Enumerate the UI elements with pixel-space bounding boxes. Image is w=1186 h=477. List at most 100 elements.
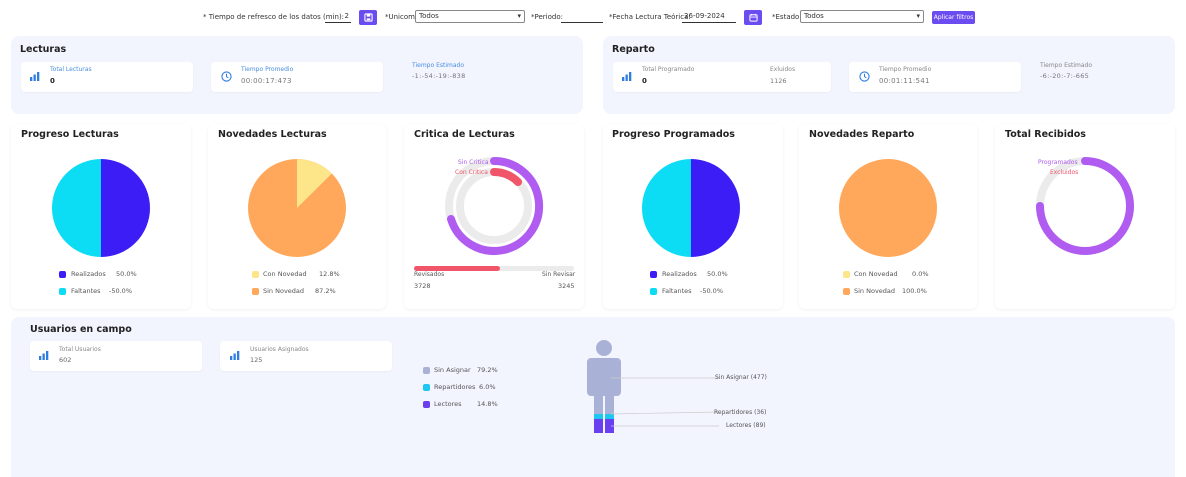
legend-swatch-sin-novedad (843, 288, 850, 295)
total-usuarios-label: Total Usuarios (59, 346, 101, 353)
usuarios-panel: Usuarios en campo Total Usuarios 602 Usu… (11, 317, 1175, 477)
fecha-input[interactable]: 26-09-2024 (682, 11, 736, 23)
revisados-label: Revisados (414, 271, 445, 278)
callout-lines (610, 377, 720, 427)
sin-critica-arc (447, 157, 544, 255)
programados-arc (1036, 157, 1134, 255)
bar-chart-icon (39, 351, 49, 360)
repartidores-callout: Repartidores (36) (714, 409, 767, 416)
excluidos-label: Excluidos (1050, 169, 1079, 176)
pie-slice-con-novedad (297, 159, 332, 208)
legend-label: Sin Novedad (263, 287, 305, 295)
legend-value: 50.0% (707, 270, 728, 278)
usuarios-asignados-value: 125 (250, 356, 263, 364)
calendar-icon (748, 13, 758, 22)
legend-label: Repartidores (434, 383, 476, 391)
total-lecturas-value: 0 (50, 77, 55, 85)
tiempo-promedio-label: Tiempo Promedio (241, 66, 294, 73)
total-recibidos-radial-chart (1036, 157, 1134, 255)
estado-select[interactable]: Todos ▾ (800, 10, 924, 23)
tiempo-estimado-value: -1:-54:-19:-838 (412, 72, 466, 80)
legend-value: 0.0% (912, 270, 929, 278)
critica-radial-chart (445, 157, 544, 255)
bar-chart-icon (30, 72, 40, 81)
legend-label: Lectores (434, 400, 462, 408)
legend-value: 50.0% (116, 270, 137, 278)
progreso-programados-title: Progreso Programados (612, 129, 735, 140)
novedades-lecturas-pie (248, 159, 346, 257)
periodo-label: *Periodo: (531, 13, 563, 21)
pie-slice-realizados (101, 159, 150, 257)
novedades-lecturas-title: Novedades Lecturas (218, 129, 327, 140)
excluidos-value: 1126 (770, 77, 787, 85)
legend-swatch-sin-asignar (423, 367, 430, 374)
refresh-input[interactable]: 2 (325, 11, 351, 23)
total-usuarios-value: 602 (59, 356, 72, 364)
tiempo-promedio-value: 00:00:17:473 (241, 77, 292, 85)
chevron-down-icon: ▾ (916, 12, 920, 20)
reparto-tiempo-promedio-value: 00:01:11:541 (879, 77, 930, 85)
reparto-tiempo-estimado-label: Tiempo Estimado (1040, 62, 1093, 69)
progreso-programados-card: Progreso Programados Realizados 50.0% Fa… (603, 124, 783, 309)
fecha-label: *Fecha Lectura Teórica: (609, 13, 691, 21)
chevron-down-icon: ▾ (517, 12, 521, 20)
legend-value: 12.8% (319, 270, 340, 278)
legend-value: 14.8% (477, 400, 498, 408)
novedades-reparto-pie (839, 159, 937, 257)
legend-swatch-con-novedad (252, 271, 259, 278)
legend-label: Con Novedad (854, 270, 898, 278)
periodo-input[interactable] (561, 11, 603, 23)
tiempo-promedio-card: Tiempo Promedio 00:00:17:473 (211, 62, 383, 92)
apply-filters-button[interactable]: Aplicar filtros (932, 11, 975, 24)
sin-revisar-value: 3245 (558, 282, 575, 290)
revisados-progress-track (414, 266, 574, 271)
legend-label: Faltantes (71, 287, 101, 295)
unicom-select[interactable]: Todos ▾ (415, 10, 525, 23)
reparto-tiempo-promedio-label: Tiempo Promedio (879, 66, 932, 73)
save-icon (363, 13, 373, 22)
legend-value: 87.2% (315, 287, 336, 295)
refresh-label: * Tiempo de refresco de los datos (min): (203, 13, 345, 21)
pie-slice-faltantes (52, 159, 101, 257)
total-lecturas-card: Total Lecturas 0 (21, 62, 193, 92)
progreso-lecturas-card: Progreso Lecturas Realizados 50.0% Falta… (11, 124, 191, 309)
critica-lecturas-card: Critica de Lecturas Sin Critica Con Crit… (404, 124, 584, 309)
novedades-reparto-card: Novedades Reparto Con Novedad 0.0% Sin N… (799, 124, 977, 309)
legend-value: 100.0% (902, 287, 927, 295)
legend-value: -50.0% (109, 287, 132, 295)
bar-chart-icon (230, 351, 240, 360)
legend-swatch-realizados (59, 271, 66, 278)
bar-chart-icon (622, 72, 632, 81)
lecturas-panel: Lecturas Total Lecturas 0 Tiempo Promedi… (11, 36, 583, 114)
total-programado-label: Total Programado (642, 66, 695, 73)
legend-swatch-repartidores (423, 384, 430, 391)
sin-critica-label: Sin Critica (458, 159, 489, 166)
lectores-callout: Lectores (89) (726, 422, 766, 429)
clock-icon (221, 71, 232, 82)
progreso-programados-pie (642, 159, 740, 257)
sin-asignar-callout: Sin Asignar (477) (715, 374, 767, 381)
total-recibidos-card: Total Recibidos Programados Excluidos (995, 124, 1175, 309)
progreso-lecturas-pie (52, 159, 150, 257)
total-programado-value: 0 (642, 77, 647, 85)
total-lecturas-label: Total Lecturas (50, 66, 92, 73)
legend-label: Realizados (71, 270, 106, 278)
reparto-panel: Reparto Total Programado 0 Exluidos 1126… (603, 36, 1175, 114)
novedades-lecturas-card: Novedades Lecturas Con Novedad 12.8% Sin… (208, 124, 386, 309)
clock-icon (859, 71, 870, 82)
revisados-value: 3728 (414, 282, 431, 290)
reparto-title: Reparto (612, 44, 655, 55)
novedades-reparto-title: Novedades Reparto (809, 129, 915, 140)
legend-value: -50.0% (700, 287, 723, 295)
unicom-select-value: Todos (419, 12, 439, 20)
legend-label: Sin Novedad (854, 287, 896, 295)
progreso-lecturas-title: Progreso Lecturas (21, 129, 119, 140)
reparto-tiempo-estimado-value: -6:-20:-7:-665 (1040, 72, 1090, 80)
total-usuarios-card: Total Usuarios 602 (30, 341, 202, 371)
tiempo-estimado-label: Tiempo Estimado (412, 62, 465, 69)
save-button[interactable] (359, 10, 377, 25)
legend-swatch-realizados (650, 271, 657, 278)
con-critica-arc (490, 168, 522, 186)
calendar-button[interactable] (744, 10, 762, 25)
total-programado-card: Total Programado 0 Exluidos 1126 (613, 62, 831, 92)
